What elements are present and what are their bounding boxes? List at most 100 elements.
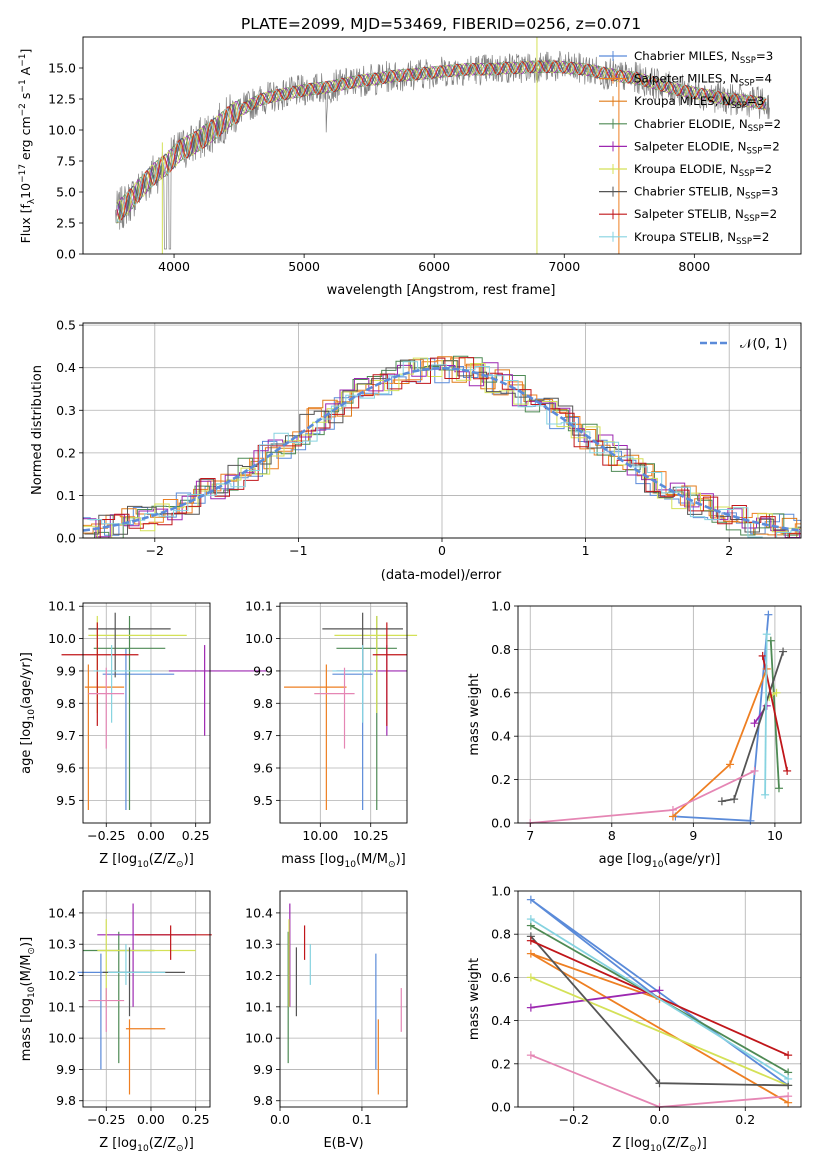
y-tick-label: 2.5: [56, 216, 76, 231]
x-tick-label: 0.25: [182, 828, 210, 843]
y-tick-label: 10.4: [48, 905, 76, 920]
x-tick-label: 0.0: [650, 1112, 670, 1127]
legend-label: Salpeter MILES, NSSP=4: [634, 72, 772, 89]
x-axis-label: wavelength [Angstrom, rest frame]: [327, 283, 556, 298]
legend-label: Kroupa ELODIE, NSSP=2: [634, 162, 772, 179]
x-tick-label: 10.25: [353, 828, 389, 843]
y-tick-label: 12.5: [48, 92, 76, 107]
y-tick-label: 9.7: [56, 728, 76, 743]
legend: Chabrier MILES, NSSP=3 Salpeter MILES, NS…: [599, 49, 781, 247]
y-tick-label: 9.7: [253, 728, 273, 743]
x-tick-label: 5000: [288, 259, 320, 274]
axes-frame: [82, 890, 211, 1108]
spectrum-panel: 4000 5000 6000 7000 8000 0.0 2.5 5.0 7.5 10.0 12.5…: [18, 36, 802, 298]
y-tick-label: 0.0: [491, 1100, 511, 1115]
x-tick-label: 4000: [158, 259, 190, 274]
x-tick-label: 7: [526, 828, 534, 843]
weight-vs-Z-panel: −0.2 0.0 0.2 0.0 0.2 0.4 0.6 0.8 1.0 Z [log10(Z/Z…: [467, 884, 802, 1154]
y-tick-label: 9.5: [253, 793, 273, 808]
x-tick-label: −1: [289, 543, 307, 558]
axis-label: E(B-V): [323, 1136, 363, 1151]
y-tick-label: 10.0: [48, 123, 76, 138]
y-tick-label: 0.4: [56, 360, 76, 375]
legend-label: Chabrier STELIB, NSSP=3: [634, 185, 778, 202]
y-tick-label: 9.9: [56, 1062, 76, 1077]
age-vs-mass-panel: 10.00 10.25 9.5 9.6 9.7 9.8 9.9 10.0 10.1 mass [l…: [245, 599, 418, 870]
y-tick-label: 0.6: [491, 685, 511, 700]
normal-curve: [82, 366, 802, 532]
axis-label: age [log10(age/yr)]: [19, 652, 37, 774]
weight-line: [530, 976, 789, 1087]
model-line: [116, 60, 767, 218]
mass-vs-Z-panel: −0.25 0.00 0.25 9.8 9.9 10.0 10.1 10.2 10.3 10.4 Z…: [19, 890, 212, 1154]
x-tick-label: 0.1: [352, 1112, 372, 1127]
y-tick-label: 9.6: [253, 761, 273, 776]
y-tick-label: 10.0: [48, 1031, 76, 1046]
y-tick-label: 1.0: [491, 884, 511, 899]
x-tick-label: 0.0: [270, 1112, 290, 1127]
legend-label: Kroupa STELIB, NSSP=2: [634, 230, 769, 247]
figure-title: PLATE=2099, MJD=53469, FIBERID=0256, z=0…: [241, 15, 641, 33]
y-tick-label: 9.8: [253, 696, 273, 711]
x-axis-label: (data-model)/error: [381, 568, 502, 583]
y-tick-label: 0.0: [491, 816, 511, 831]
x-tick-label: 0.00: [137, 1112, 165, 1127]
y-tick-label: 5.0: [56, 185, 76, 200]
x-tick-label: 9: [689, 828, 697, 843]
y-tick-label: 0.4: [491, 729, 511, 744]
x-tick-label: 0.25: [182, 1112, 210, 1127]
x-tick-label: 0: [438, 543, 446, 558]
axes-frame: [517, 605, 802, 824]
x-tick-label: 1: [582, 543, 590, 558]
axes-frame: [279, 602, 408, 824]
y-tick-label: 0.8: [491, 642, 511, 657]
y-tick-label: 10.0: [48, 631, 76, 646]
residuals-panel: −2 −1 0 1 2 0.0 0.1 0.2 0.3 0.4 0.5 𝒩(0, 1) (data-…: [30, 318, 802, 583]
y-axis-label: Normed distribution: [30, 365, 45, 495]
y-tick-label: 10.1: [245, 599, 273, 614]
y-tick-label: 10.1: [245, 999, 273, 1014]
y-tick-label: 9.6: [56, 761, 76, 776]
histogram-series: [83, 357, 801, 539]
y-tick-label: 9.8: [56, 1093, 76, 1108]
y-tick-label: 0.4: [491, 1013, 511, 1028]
y-tick-label: 9.9: [253, 1062, 273, 1077]
y-tick-label: 0.0: [56, 247, 76, 262]
legend-normal: 𝒩(0, 1): [740, 337, 787, 352]
x-tick-label: −0.25: [87, 1112, 125, 1127]
histogram-series: [85, 357, 801, 539]
legend: 𝒩(0, 1): [700, 337, 787, 352]
legend-label: Kroupa MILES, NSSP=3: [634, 94, 764, 111]
legend-label: Salpeter ELODIE, NSSP=2: [634, 139, 780, 156]
x-tick-label: 2: [725, 543, 733, 558]
y-tick-label: 10.1: [48, 999, 76, 1014]
y-tick-label: 9.5: [56, 793, 76, 808]
x-tick-label: 10.00: [302, 828, 338, 843]
y-tick-label: 0.8: [491, 927, 511, 942]
axes-frame: [279, 890, 408, 1108]
y-tick-label: 10.3: [245, 937, 273, 952]
legend-label: Chabrier MILES, NSSP=3: [634, 49, 773, 66]
y-tick-label: 9.8: [253, 1093, 273, 1108]
age-vs-Z-panel: −0.25 0.00 0.25 9.5 9.6 9.7 9.8 9.9 10.0 10.1 Z [l…: [19, 599, 268, 870]
y-tick-label: 10.4: [245, 905, 273, 920]
y-tick-label: 0.0: [56, 531, 76, 546]
y-axis-label: Flux [fλ10−17 erg cm−2 s−1 A−1]: [18, 49, 37, 244]
x-tick-label: 6000: [418, 259, 450, 274]
axis-label: mass weight: [467, 673, 482, 755]
y-tick-label: 10.3: [48, 937, 76, 952]
x-tick-label: 10: [767, 828, 783, 843]
axes-frame: [82, 602, 211, 824]
model-line: [116, 60, 767, 221]
weight-line: [530, 770, 755, 824]
y-tick-label: 0.1: [56, 488, 76, 503]
x-tick-label: 7000: [548, 259, 580, 274]
x-tick-label: −2: [146, 543, 164, 558]
y-tick-label: 0.2: [56, 445, 76, 460]
y-tick-label: 1.0: [491, 599, 511, 614]
x-tick-label: −0.2: [559, 1112, 589, 1127]
y-tick-label: 0.3: [56, 403, 76, 418]
weight-line: [764, 634, 768, 795]
y-tick-label: 7.5: [56, 154, 76, 169]
histogram-series: [83, 362, 801, 538]
